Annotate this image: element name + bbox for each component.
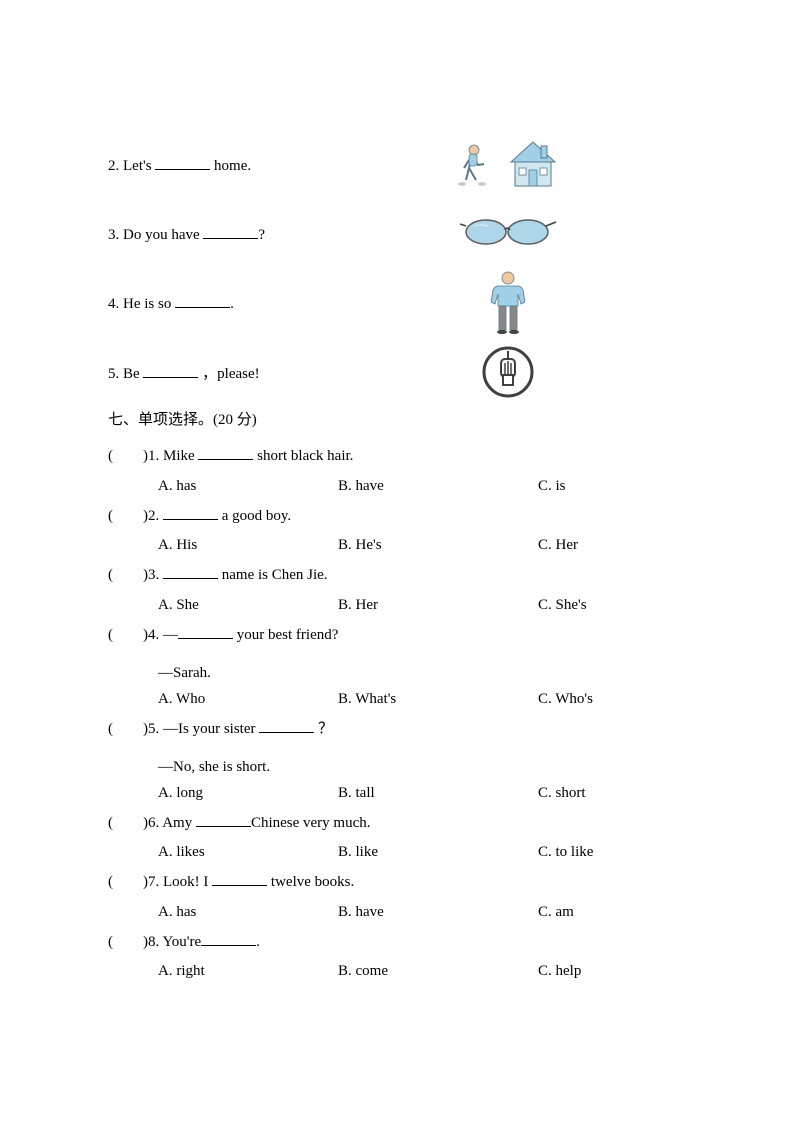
mc-question-4: ( )4. — your best friend? —Sarah. A. Who… xyxy=(108,618,693,708)
option-b: B. have xyxy=(338,904,538,921)
mc-subline: —No, she is short. xyxy=(108,750,693,785)
fill-text-5: 5. Be ，please! xyxy=(108,362,438,383)
option-a: A. likes xyxy=(158,844,338,861)
section-7-heading: 七、单项选择。(20 分) xyxy=(108,408,693,429)
fill-question-4: 4. He is so . xyxy=(108,268,693,338)
option-a: A. She xyxy=(158,597,338,614)
illustration-home xyxy=(438,138,578,193)
fill-text-2: 2. Let's home. xyxy=(108,155,438,175)
option-a: A. right xyxy=(158,963,338,980)
option-b: B. come xyxy=(338,963,538,980)
blank xyxy=(163,505,218,520)
fill-num: 2 xyxy=(108,158,116,174)
option-b: B. What's xyxy=(338,691,538,708)
option-b: B. tall xyxy=(338,785,538,802)
option-a: A. Who xyxy=(158,691,338,708)
option-c: C. to like xyxy=(538,844,678,861)
blank xyxy=(155,155,210,170)
blank xyxy=(201,931,256,946)
fill-question-2: 2. Let's home. xyxy=(108,130,693,200)
illustration-quiet-sign xyxy=(438,345,578,400)
blank xyxy=(198,445,253,460)
option-b: B. like xyxy=(338,844,538,861)
mc-question-8: ( )8. You're. A. right B. come C. help xyxy=(108,925,693,981)
option-a: A. has xyxy=(158,478,338,495)
illustration-strong-man xyxy=(438,268,578,338)
option-c: C. Who's xyxy=(538,691,678,708)
glasses-icon xyxy=(458,214,558,254)
fill-text-3: 3. Do you have ? xyxy=(108,224,438,244)
option-b: B. have xyxy=(338,478,538,495)
blank xyxy=(143,363,198,378)
option-a: A. has xyxy=(158,904,338,921)
option-a: A. long xyxy=(158,785,338,802)
mc-question-3: ( )3. name is Chen Jie. A. She B. Her C.… xyxy=(108,558,693,614)
mc-question-7: ( )7. Look! I twelve books. A. has B. ha… xyxy=(108,865,693,921)
option-c: C. Her xyxy=(538,537,678,554)
mc-question-6: ( )6. Amy Chinese very much. A. likes B.… xyxy=(108,806,693,862)
mc-subline: —Sarah. xyxy=(108,656,693,691)
blank xyxy=(203,224,258,239)
strong-man-icon xyxy=(483,268,533,338)
option-b: B. He's xyxy=(338,537,538,554)
option-c: C. short xyxy=(538,785,678,802)
option-a: A. His xyxy=(158,537,338,554)
blank xyxy=(175,293,230,308)
fill-question-5: 5. Be ，please! xyxy=(108,344,693,400)
fill-question-3: 3. Do you have ? xyxy=(108,206,693,262)
option-c: C. help xyxy=(538,963,678,980)
fill-text-4: 4. He is so . xyxy=(108,293,438,313)
blank xyxy=(259,718,314,733)
mc-question-1: ( )1. Mike short black hair. A. has B. h… xyxy=(108,439,693,495)
boy-running-icon xyxy=(454,140,499,190)
mc-question-5: ( )5. —Is your sister ？ —No, she is shor… xyxy=(108,712,693,802)
house-icon xyxy=(503,138,563,193)
blank xyxy=(212,871,267,886)
illustration-glasses xyxy=(438,214,578,254)
option-c: C. She's xyxy=(538,597,678,614)
option-b: B. Her xyxy=(338,597,538,614)
option-c: C. is xyxy=(538,478,678,495)
blank xyxy=(178,624,233,639)
mc-question-2: ( )2. a good boy. A. His B. He's C. Her xyxy=(108,499,693,555)
option-c: C. am xyxy=(538,904,678,921)
blank xyxy=(163,564,218,579)
blank xyxy=(196,812,251,827)
quiet-sign-icon xyxy=(481,345,536,400)
